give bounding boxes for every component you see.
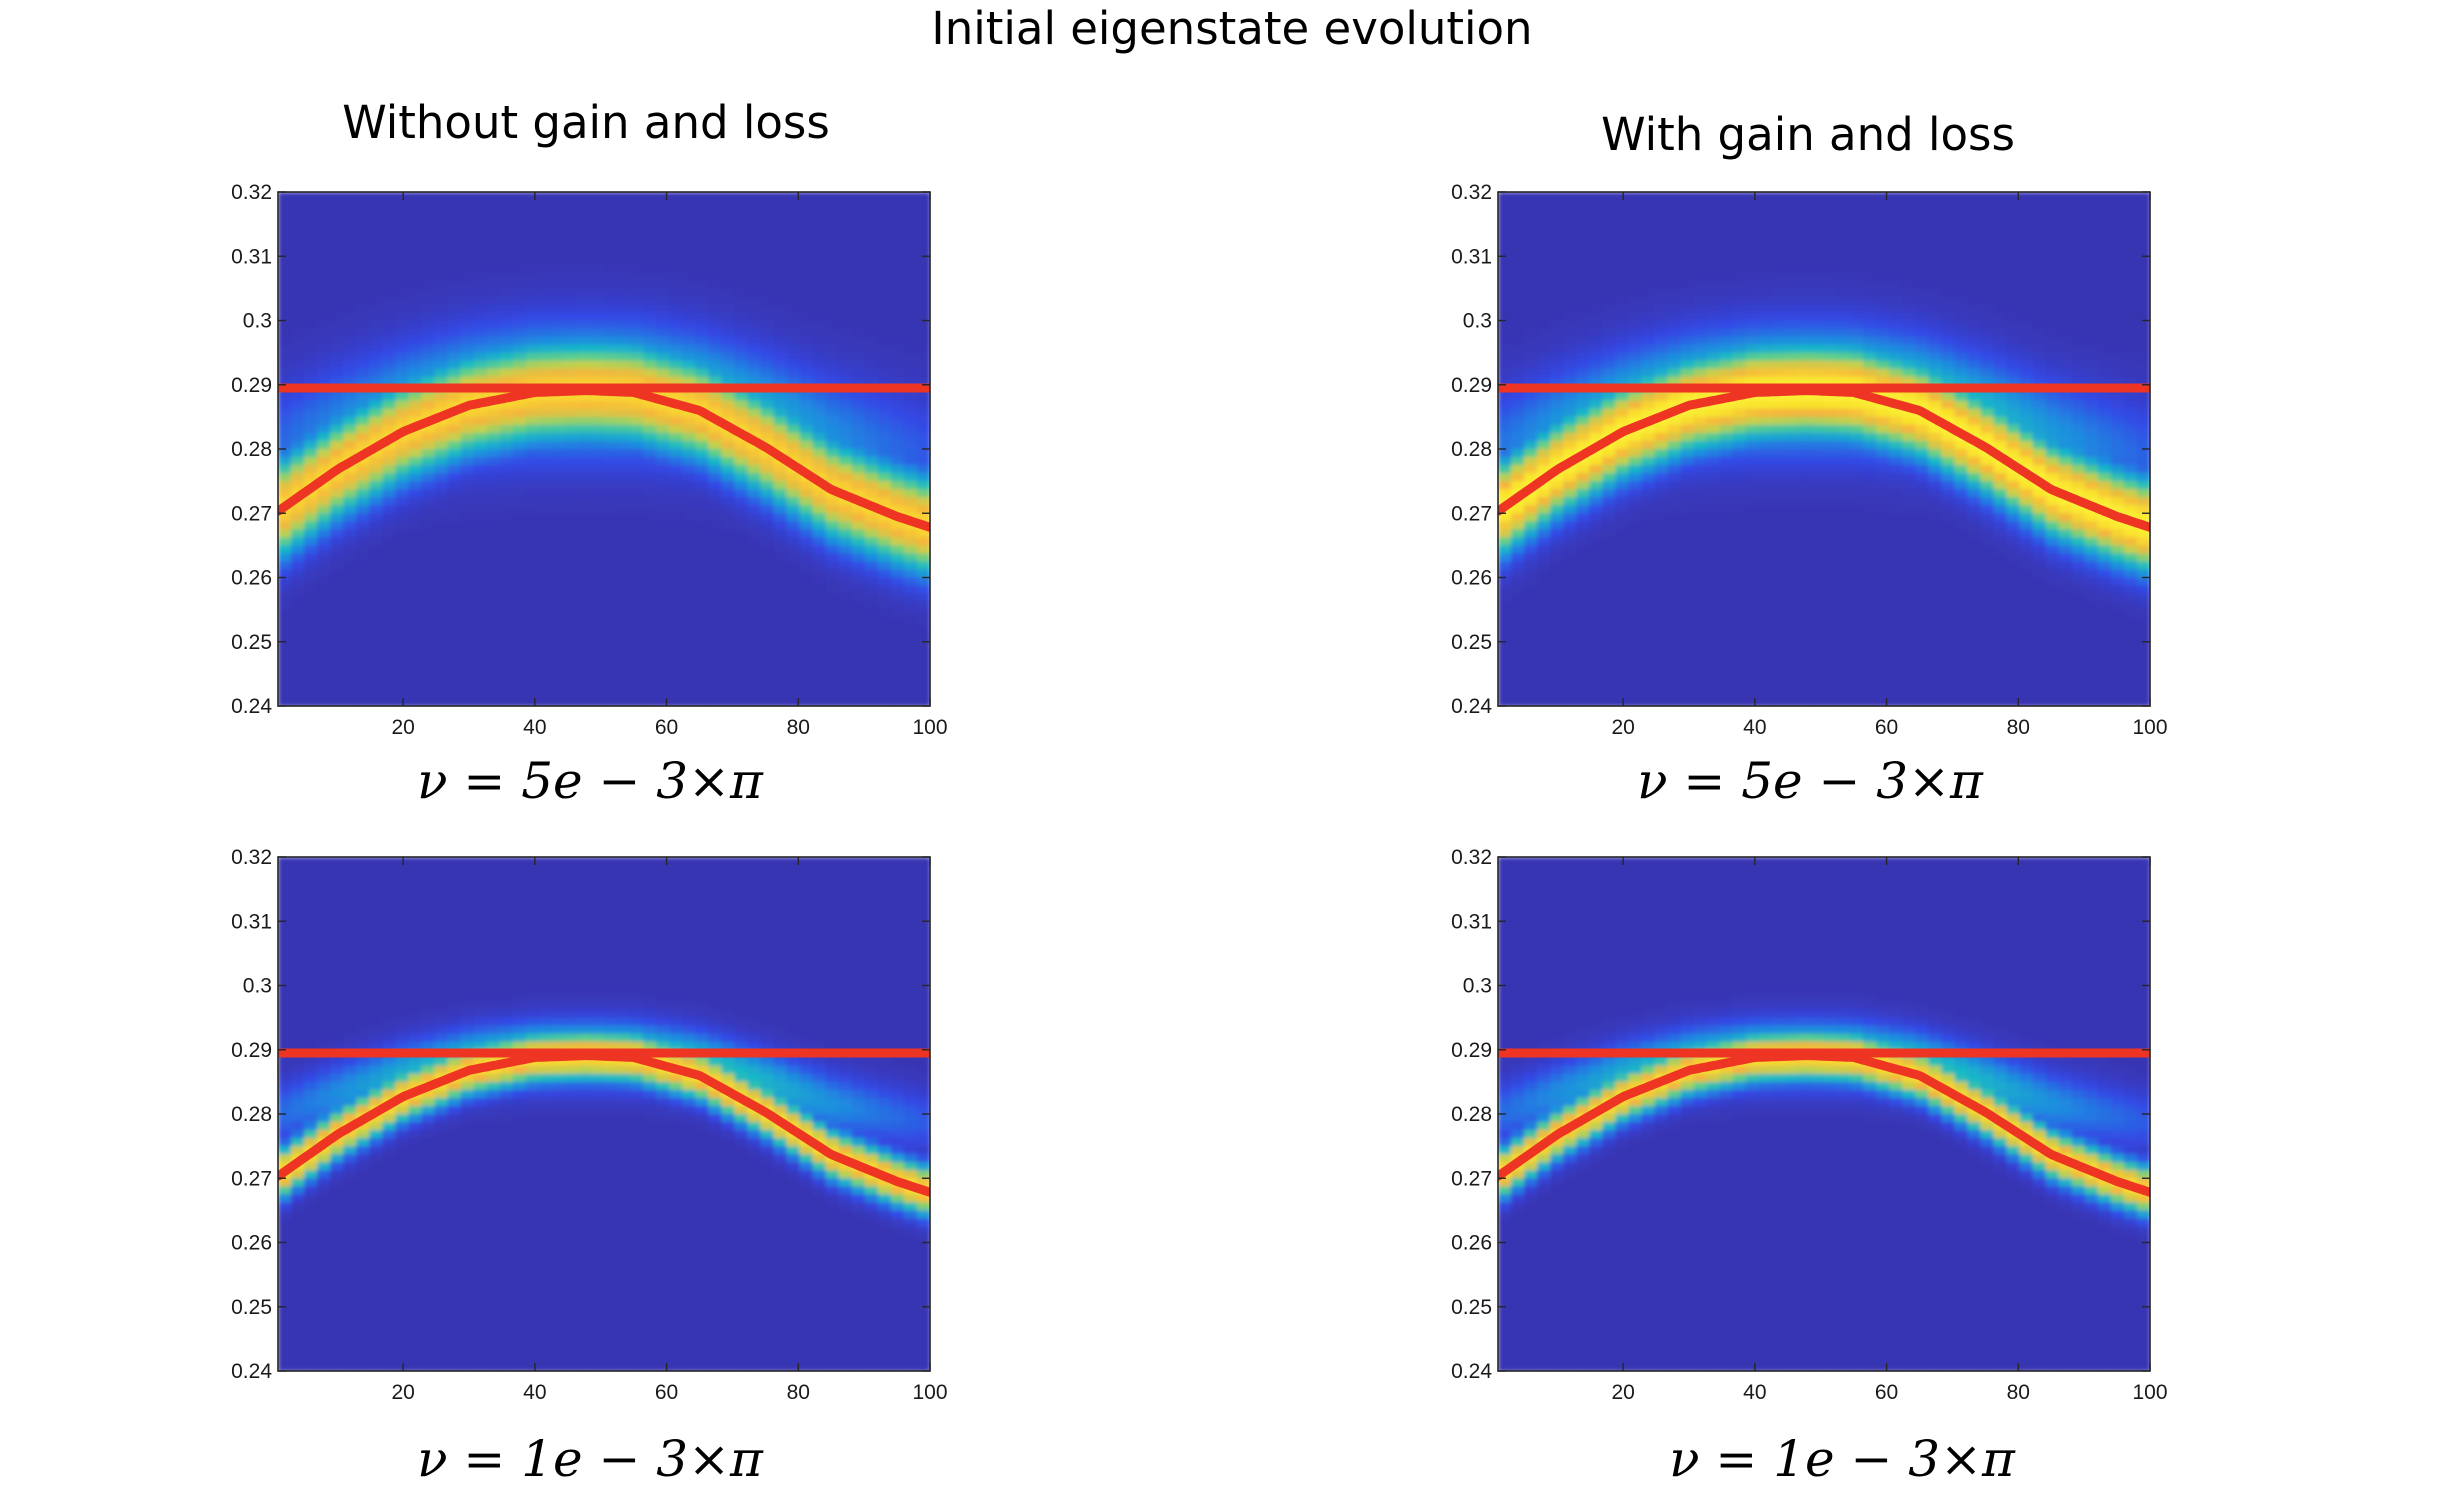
- x-tick-label: 80: [2007, 716, 2030, 739]
- y-tick-label: 0.26: [231, 567, 272, 590]
- y-tick-label: 0.27: [1451, 502, 1492, 525]
- x-tick-label: 40: [1743, 1381, 1766, 1404]
- x-tick-label: 20: [1611, 1381, 1634, 1404]
- y-tick-label: 0.31: [1451, 245, 1492, 268]
- x-tick-label: 100: [2132, 1381, 2167, 1404]
- y-tick-label: 0.25: [231, 631, 272, 654]
- y-tick-label: 0.26: [231, 1232, 272, 1255]
- y-tick-label: 0.29: [231, 1039, 272, 1062]
- y-tick-label: 0.28: [1451, 438, 1492, 461]
- y-tick-label: 0.29: [1451, 1039, 1492, 1062]
- y-tick-label: 0.25: [231, 1296, 272, 1319]
- y-tick-label: 0.25: [1451, 1296, 1492, 1319]
- x-tick-label: 40: [1743, 716, 1766, 739]
- heatmap-panel-bottom-right: 0.24 0.25 0.26 0.27 0.28 0.29 0.3 0.31 0.32 20 40 6…: [1451, 846, 2167, 1404]
- y-tick-label: 0.24: [1451, 695, 1492, 718]
- x-tick-label: 100: [912, 1381, 947, 1404]
- heatmap-panel-top-right: 0.24 0.25 0.26 0.27 0.28 0.29 0.3 0.31 0.32 20 40 6…: [1451, 181, 2167, 739]
- arc-band-curve: [1498, 385, 2150, 532]
- y-tick-label: 0.31: [231, 245, 272, 268]
- column-title-right: With gain and loss: [1601, 108, 2015, 161]
- y-tick-label: 0.3: [1463, 310, 1492, 333]
- x-tick-label: 80: [787, 716, 810, 739]
- arc-band-curve: [1498, 1050, 2150, 1197]
- x-tick-label: 80: [787, 1381, 810, 1404]
- arc-band-curve: [278, 385, 930, 532]
- heatmap-field: [1498, 192, 2150, 706]
- y-tick-label: 0.31: [231, 910, 272, 933]
- y-tick-label: 0.3: [243, 975, 272, 998]
- y-tick-label: 0.24: [231, 695, 272, 718]
- y-tick-label: 0.26: [1451, 567, 1492, 590]
- y-tick-label: 0.28: [1451, 1103, 1492, 1126]
- x-tick-label: 100: [2132, 716, 2167, 739]
- x-tick-label: 100: [912, 716, 947, 739]
- y-tick-label: 0.24: [231, 1360, 272, 1383]
- x-tick-label: 40: [523, 716, 546, 739]
- y-tick-label: 0.29: [231, 374, 272, 397]
- heatmap-panel-bottom-left: 0.24 0.25 0.26 0.27 0.28 0.29 0.3 0.31 0.32 20 40 6…: [231, 846, 947, 1404]
- arc-band-curve: [278, 1050, 930, 1197]
- y-tick-label: 0.27: [231, 1167, 272, 1190]
- y-tick-label: 0.27: [1451, 1167, 1492, 1190]
- column-title-left: Without gain and loss: [342, 96, 830, 149]
- y-tick-label: 0.32: [231, 181, 272, 204]
- y-tick-label: 0.3: [243, 310, 272, 333]
- heatmap-panel-top-left: 0.24 0.25 0.26 0.27 0.28 0.29 0.3 0.31 0.32 20 40 6…: [231, 181, 947, 739]
- y-tick-label: 0.27: [231, 502, 272, 525]
- y-tick-label: 0.28: [231, 438, 272, 461]
- y-tick-label: 0.31: [1451, 910, 1492, 933]
- caption-bottom-left: ν = 1e − 3×π: [417, 1430, 763, 1488]
- x-tick-label: 60: [1875, 716, 1898, 739]
- caption-bottom-right: ν = 1e − 3×π: [1669, 1430, 2015, 1488]
- y-tick-label: 0.32: [1451, 181, 1492, 204]
- x-tick-label: 20: [1611, 716, 1634, 739]
- x-tick-label: 40: [523, 1381, 546, 1404]
- y-tick-label: 0.29: [1451, 374, 1492, 397]
- caption-top-left: ν = 5e − 3×π: [417, 752, 763, 810]
- y-tick-label: 0.3: [1463, 975, 1492, 998]
- x-tick-label: 80: [2007, 1381, 2030, 1404]
- y-tick-label: 0.26: [1451, 1232, 1492, 1255]
- x-tick-label: 60: [1875, 1381, 1898, 1404]
- y-tick-label: 0.32: [231, 846, 272, 869]
- x-tick-label: 60: [655, 1381, 678, 1404]
- figure-title: Initial eigenstate evolution: [931, 2, 1533, 55]
- x-tick-label: 60: [655, 716, 678, 739]
- y-tick-label: 0.32: [1451, 846, 1492, 869]
- y-tick-label: 0.25: [1451, 631, 1492, 654]
- caption-top-right: ν = 5e − 3×π: [1637, 752, 1983, 810]
- heatmap-field: [1498, 857, 2150, 1371]
- x-tick-label: 20: [391, 716, 414, 739]
- y-tick-label: 0.24: [1451, 1360, 1492, 1383]
- x-tick-label: 20: [391, 1381, 414, 1404]
- y-tick-label: 0.28: [231, 1103, 272, 1126]
